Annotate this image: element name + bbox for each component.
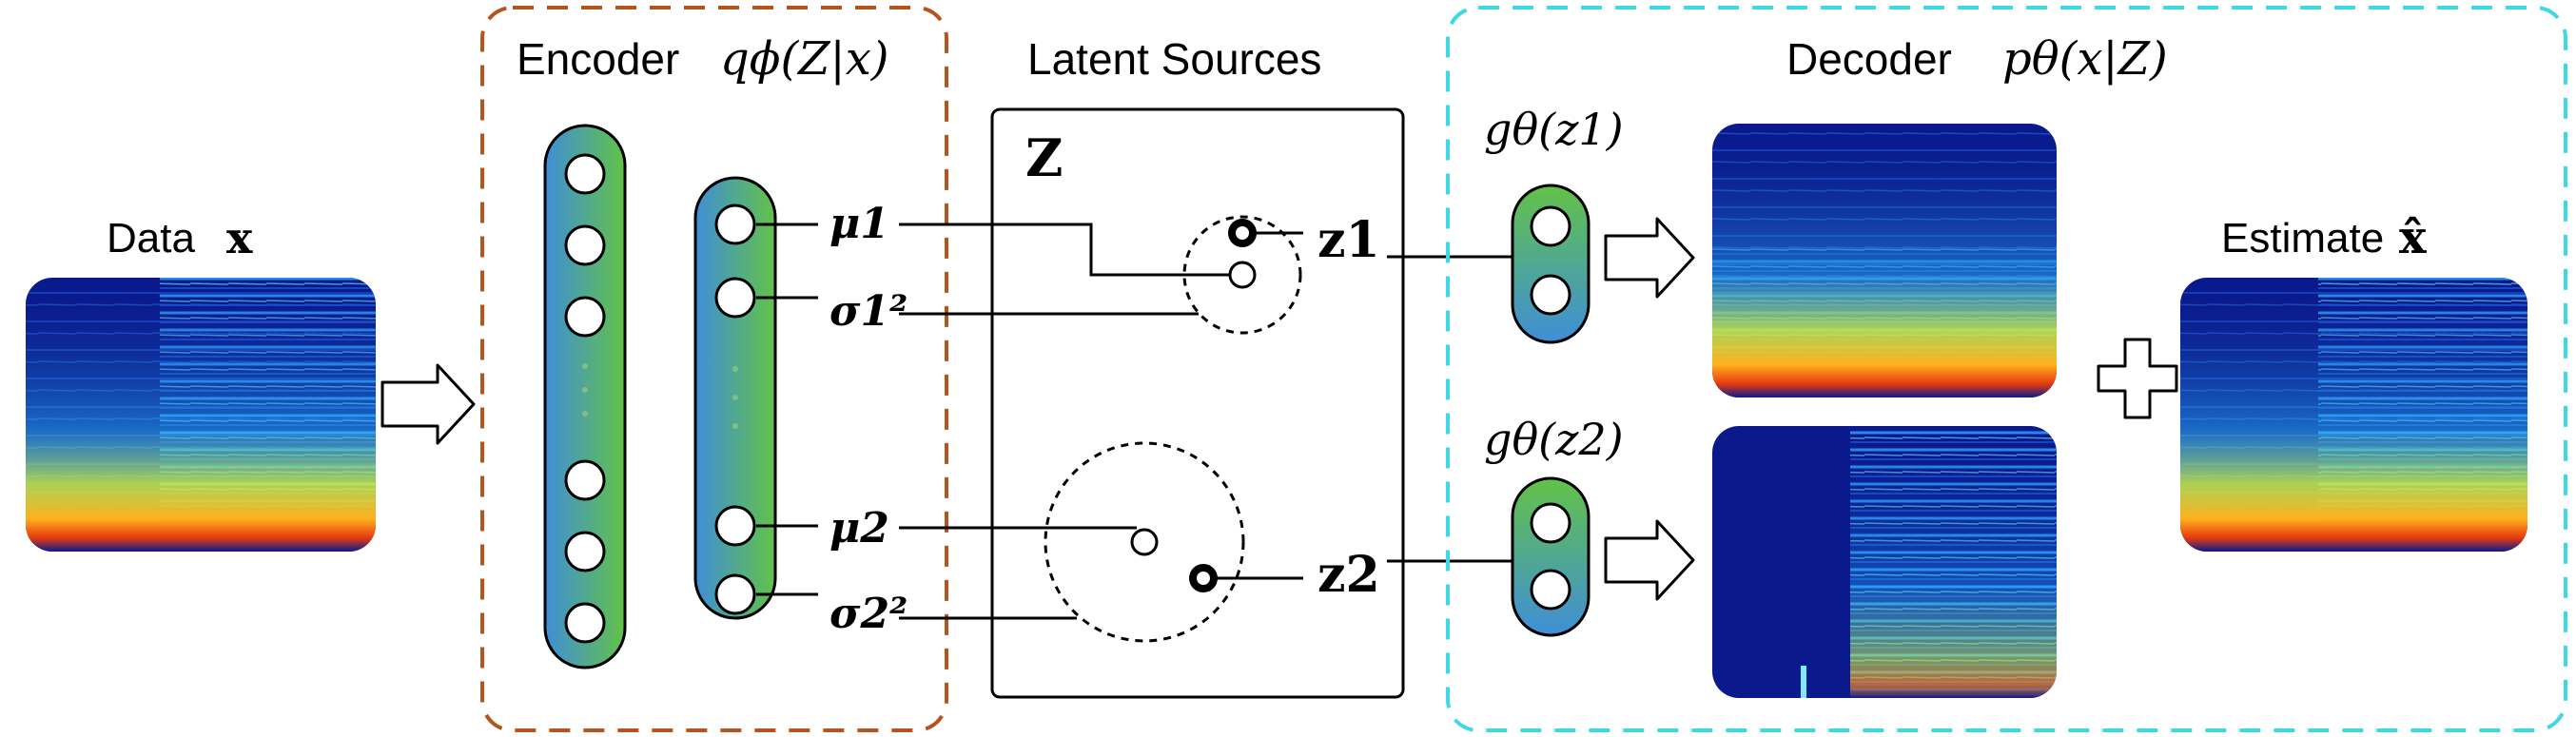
right-arrow-icon <box>1604 217 1695 299</box>
source-2-spectrogram <box>1712 426 2057 698</box>
decoder-title: Decoder pθ(x|Z) <box>1786 32 2168 86</box>
z1-label: z1 <box>1317 211 1380 269</box>
right-arrow-icon <box>1604 519 1695 601</box>
data-label-text: Data <box>107 215 195 262</box>
plus-icon <box>2097 338 2178 419</box>
latent-connections <box>899 223 1230 620</box>
latent-title: Latent Sources <box>1027 34 1321 84</box>
source-1-spectrogram <box>1712 124 2057 398</box>
encoder-label: Encoder <box>517 34 679 84</box>
encoder-title: Encoder qϕ(Z|x) <box>517 32 889 86</box>
latent-distribution-2 <box>1044 441 1303 643</box>
latent-distribution-1 <box>1182 215 1303 335</box>
decoder-formula: pθ(x|Z) <box>2002 32 2168 86</box>
z2-label: z2 <box>1317 546 1380 604</box>
encoder-formula: qϕ(Z|x) <box>720 32 889 86</box>
estimate-label: Estimate x̂ <box>2221 211 2427 264</box>
decoder-network-1 <box>1511 184 1590 344</box>
sigma2-label: σ2² <box>829 590 907 638</box>
mu2-label: μ2 <box>829 504 889 553</box>
encoder-layer-1 <box>543 124 627 669</box>
encoder-output-ticks <box>756 223 818 596</box>
decoder-label: Decoder <box>1786 34 1952 84</box>
estimate-spectrogram <box>2180 278 2527 552</box>
decoder-border <box>1446 6 2567 732</box>
latent-panel <box>990 107 1405 699</box>
data-spectrogram <box>26 278 376 552</box>
right-arrow-icon <box>381 363 476 445</box>
estimate-label-text: Estimate <box>2221 215 2384 262</box>
data-variable: x <box>226 212 253 263</box>
sigma1-label: σ1² <box>829 287 907 336</box>
latent-panel-label: Z <box>1025 127 1063 188</box>
encoder-layer-2 <box>693 176 777 620</box>
g1-label: gθ(z1) <box>1484 104 1624 155</box>
estimate-variable: x̂ <box>2399 211 2427 264</box>
data-label: Data x <box>107 212 253 263</box>
mu1-label: μ1 <box>829 200 889 248</box>
decoder-network-2 <box>1511 476 1590 637</box>
g2-label: gθ(z2) <box>1484 414 1624 465</box>
decoder-input-lines <box>1387 255 1522 563</box>
